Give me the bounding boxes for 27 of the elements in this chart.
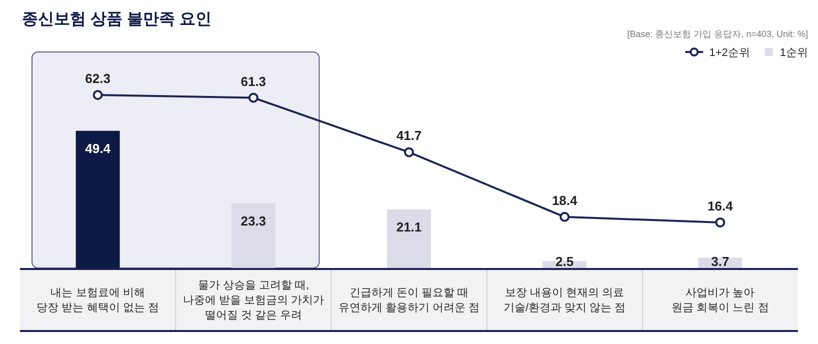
x-tick-label: 사업비가 높아 원금 회복이 느린 점 (672, 287, 769, 314)
point (404, 147, 414, 158)
chart-title: 종신보험 상품 불만족 요인 (22, 11, 212, 28)
data-label: 62.3 (85, 71, 110, 86)
point (92, 90, 103, 100)
x-tick-label: 물가 상승을 고려할 때, 나중에 받을 보험금의 가치가 떨어질 것 같은 우려 (182, 280, 324, 322)
data-label: 21.1 (396, 219, 422, 234)
bar (231, 203, 276, 268)
data-label: 49.4 (85, 140, 112, 156)
legend-label: 1+2순위 (709, 47, 750, 59)
data-label: 18.4 (552, 192, 578, 208)
data-label: 3.7 (711, 254, 730, 269)
data-label: 16.4 (708, 198, 734, 214)
point (715, 217, 726, 228)
bar (387, 209, 431, 268)
data-label: 61.3 (240, 74, 266, 89)
data-label: 41.7 (396, 128, 422, 144)
data-label: 2.5 (556, 254, 574, 269)
point (248, 92, 258, 103)
x-tick-label: 긴급하게 돈이 필요할 때 유연하게 활용하기 어려운 점 (338, 287, 480, 314)
x-tick-label: 보장 내용이 현재의 의료 기술/환경과 맞지 않는 점 (503, 287, 626, 314)
point (560, 212, 570, 222)
legend-label: 1순위 (780, 47, 808, 59)
x-tick-label: 내는 보험료에 비해 당장 받는 혜택이 없는 점 (36, 287, 159, 314)
data-label: 23.3 (240, 213, 266, 228)
text: [Base: 종신보험 가입 응답자, n=403, Unit: %] (627, 29, 808, 39)
bar (76, 130, 120, 268)
